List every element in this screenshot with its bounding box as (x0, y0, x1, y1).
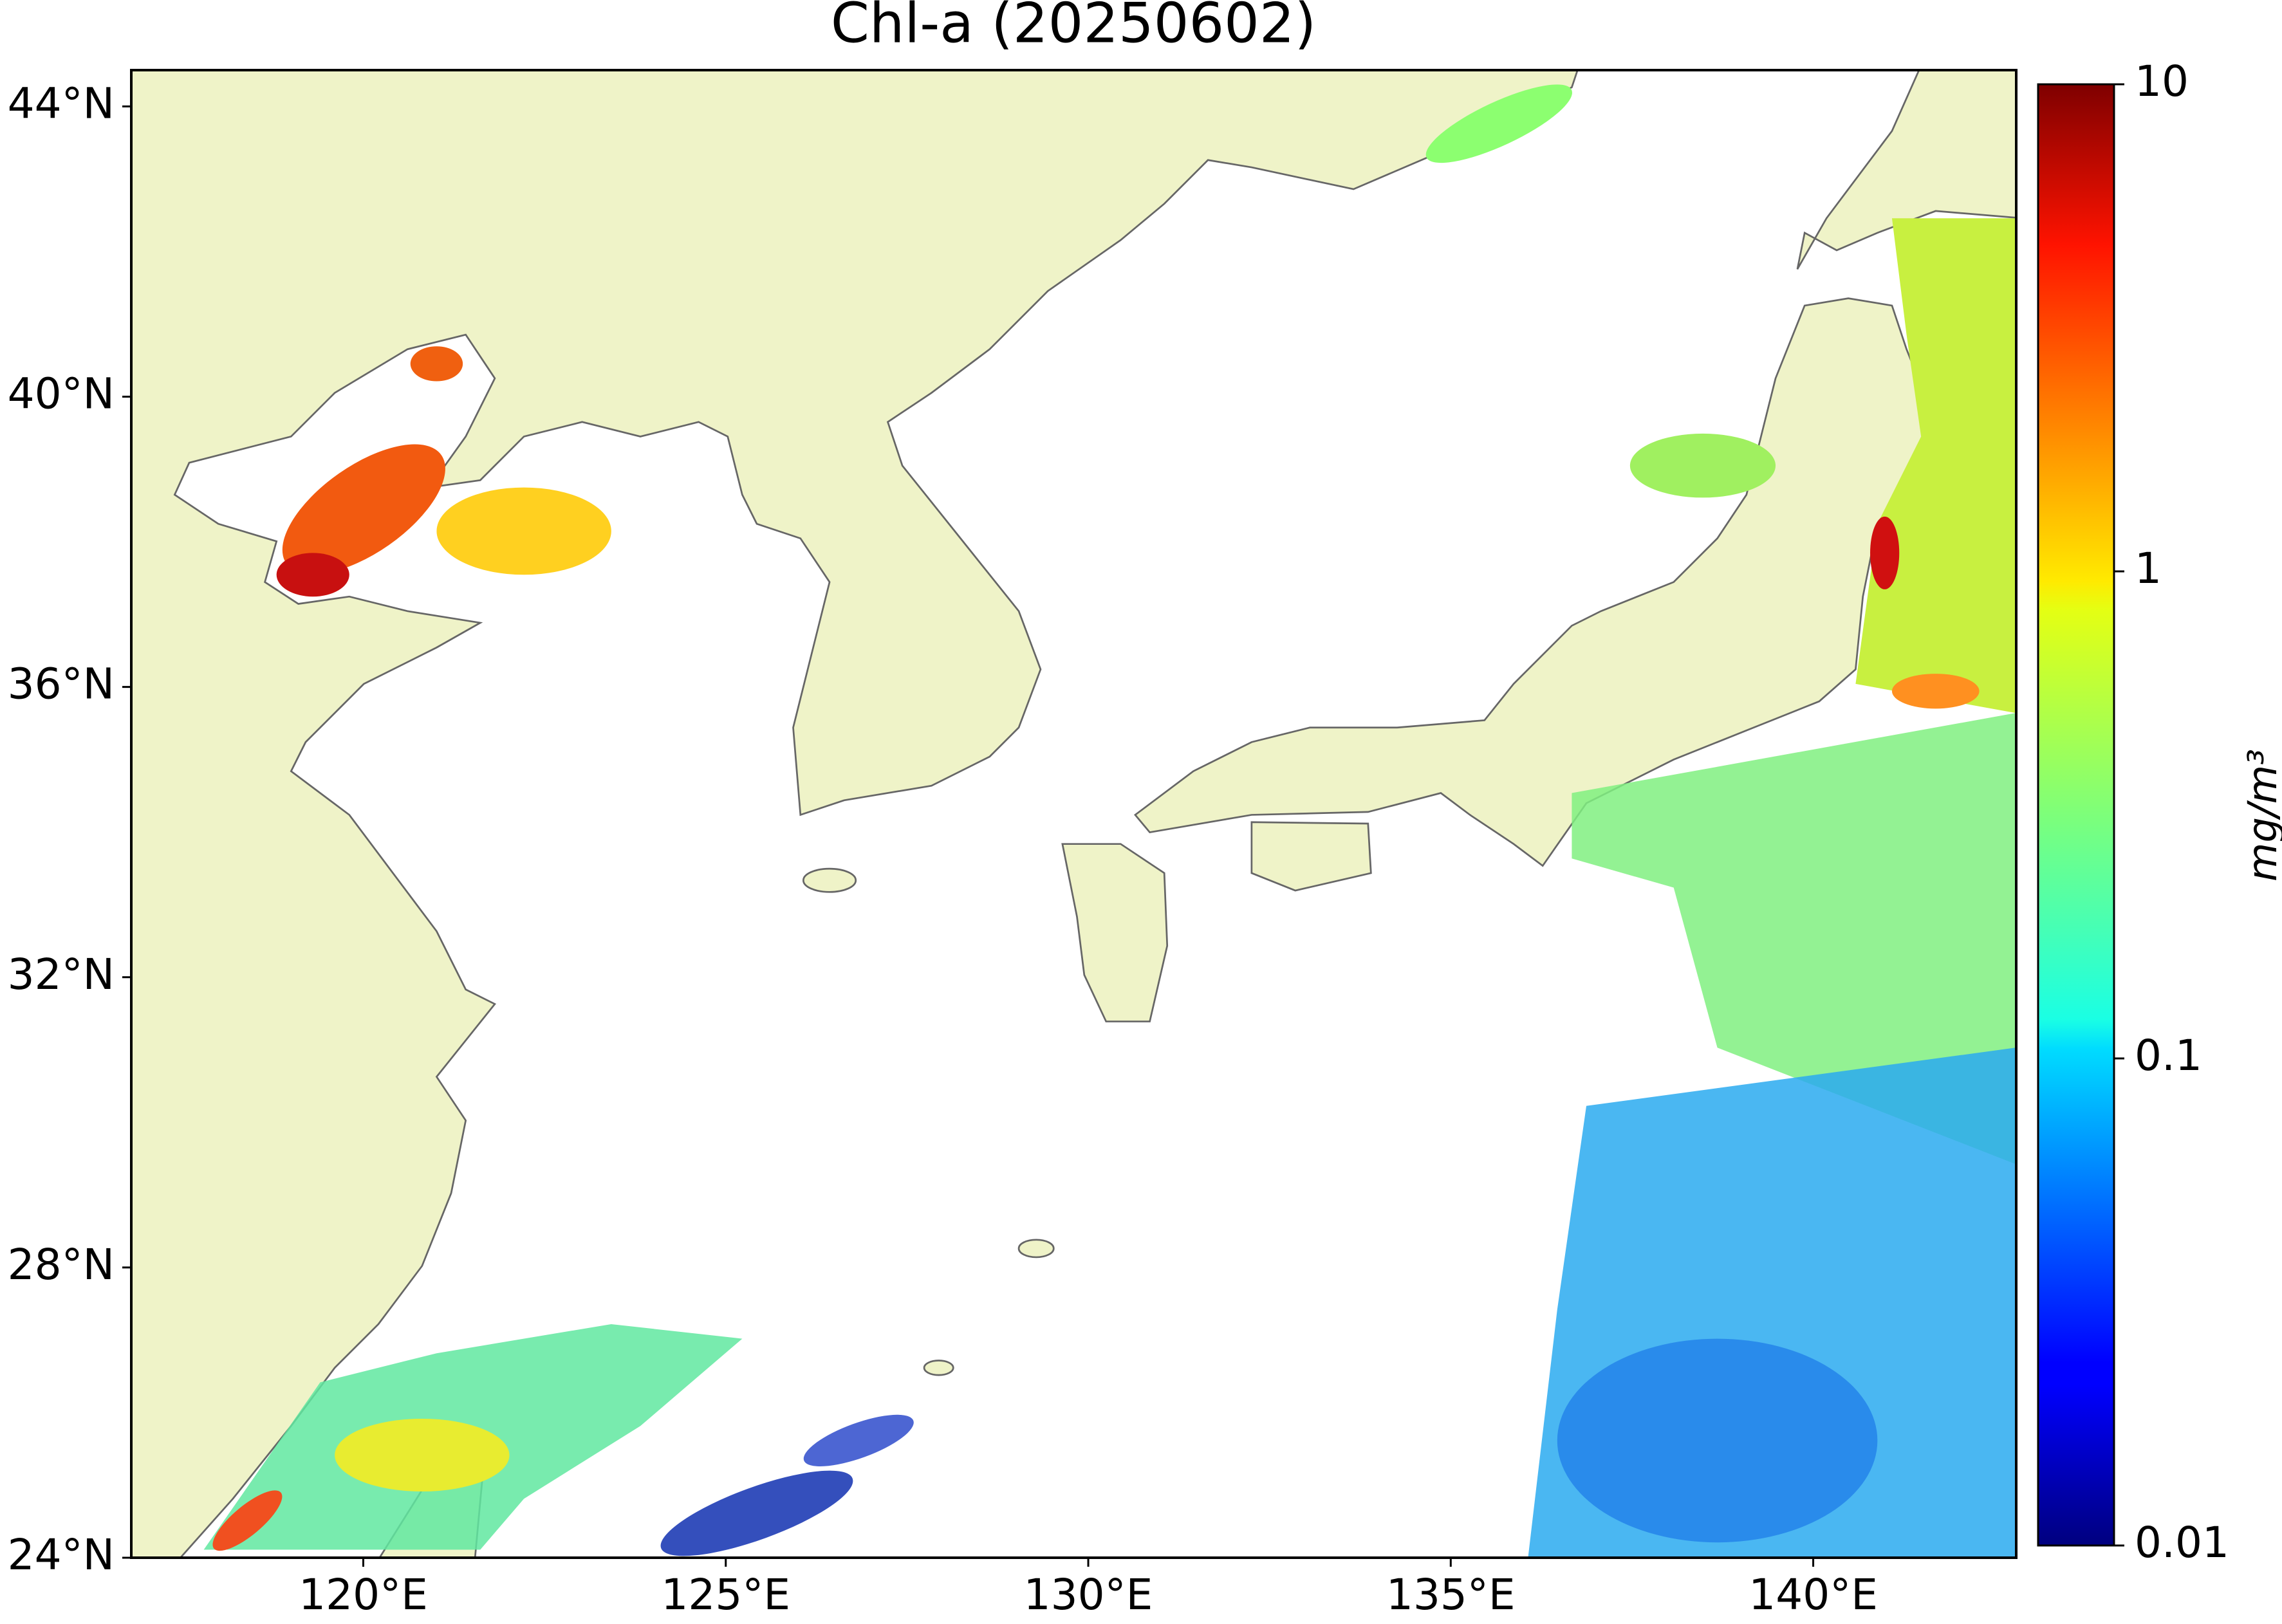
map-area (131, 70, 2016, 1558)
chl-patch (436, 487, 611, 575)
colorbar-label: mg/m³ (2239, 749, 2282, 881)
chl-patch (803, 1414, 914, 1466)
x-tick-label: 125°E (661, 1570, 790, 1619)
chlorophyll-field (203, 84, 2016, 1557)
chl-patch (276, 553, 349, 597)
y-tick-label: 44°N (8, 78, 115, 128)
colorbar-tick-label: 10 (2135, 57, 2189, 106)
y-tick-label: 40°N (8, 369, 115, 419)
x-tick-label: 140°E (1749, 1570, 1878, 1619)
x-tick-label: 120°E (299, 1570, 428, 1619)
chl-patch (1425, 84, 1572, 163)
chl-patch (1891, 674, 1980, 709)
jeju (802, 867, 857, 893)
x-tick-label: 130°E (1024, 1570, 1153, 1619)
chl-patch (335, 1418, 510, 1492)
island (1017, 1239, 1055, 1259)
colorbar-tick-label: 0.01 (2135, 1518, 2229, 1567)
hokkaido (1796, 70, 2016, 270)
kyushu (1061, 843, 1169, 1022)
y-tick-label: 28°N (8, 1240, 115, 1289)
chl-patch (1855, 218, 2016, 714)
chart-title: Chl-a (20250602) (831, 0, 1316, 55)
island (923, 1360, 954, 1376)
colorbar-tick-label: 1 (2135, 544, 2162, 593)
y-tick-label: 36°N (8, 660, 115, 709)
y-tick-label: 24°N (8, 1530, 115, 1580)
shikoku (1250, 821, 1372, 892)
mainland (131, 70, 1579, 1558)
chl-patch (1557, 1338, 1878, 1543)
chl-patch (1629, 433, 1776, 498)
chl-patch (410, 346, 463, 382)
chl-patch (1572, 713, 2016, 1165)
chl-patch (1870, 516, 1900, 589)
colorbar (2037, 83, 2115, 1547)
chl-patch (212, 1490, 283, 1551)
y-tick-label: 32°N (8, 950, 115, 999)
colorbar-tick-label: 0.1 (2135, 1031, 2202, 1080)
x-tick-label: 135°E (1386, 1570, 1516, 1619)
map-frame (130, 69, 2018, 1559)
chl-patch (660, 1470, 853, 1556)
chl-patch (282, 444, 445, 575)
